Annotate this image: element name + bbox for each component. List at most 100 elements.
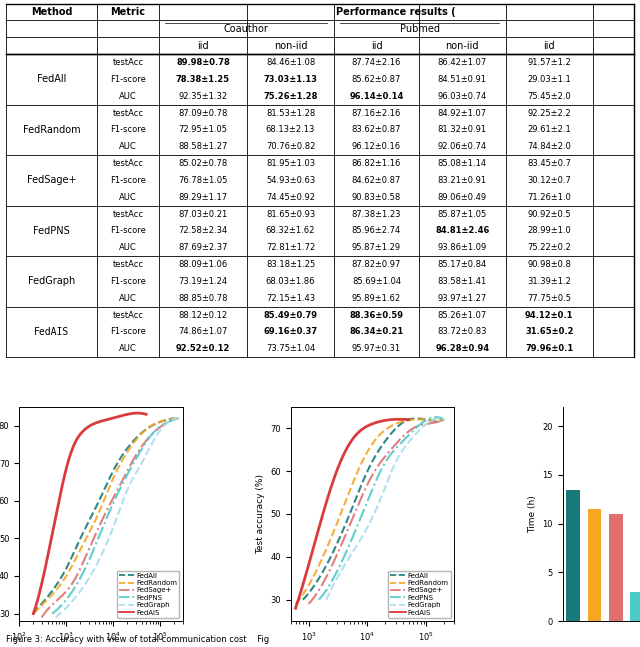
Text: 70.76±0.82: 70.76±0.82	[266, 142, 316, 151]
Text: testAcc: testAcc	[113, 311, 143, 320]
Text: 95.89±1.62: 95.89±1.62	[352, 294, 401, 303]
Text: Method: Method	[31, 7, 72, 17]
Text: 92.52±0.12: 92.52±0.12	[176, 344, 230, 353]
Text: 96.28±0.94: 96.28±0.94	[435, 344, 490, 353]
Text: 92.06±0.74: 92.06±0.74	[438, 142, 487, 151]
Text: 79.96±0.1: 79.96±0.1	[525, 344, 573, 353]
Text: 92.25±2.2: 92.25±2.2	[527, 109, 571, 118]
Text: 31.65±0.2: 31.65±0.2	[525, 327, 573, 336]
Text: 86.42±1.07: 86.42±1.07	[438, 58, 487, 67]
Text: 85.87±1.05: 85.87±1.05	[438, 210, 487, 219]
Text: 84.92±1.07: 84.92±1.07	[438, 109, 487, 118]
Text: 96.12±0.16: 96.12±0.16	[352, 142, 401, 151]
Y-axis label: Test accuracy (%): Test accuracy (%)	[256, 474, 265, 554]
Text: iid: iid	[197, 41, 209, 50]
Text: F1-score: F1-score	[110, 126, 146, 135]
Text: 85.49±0.79: 85.49±0.79	[264, 311, 317, 320]
Text: FedAll: FedAll	[37, 74, 67, 84]
Text: 85.02±0.78: 85.02±0.78	[179, 159, 228, 168]
Text: 28.99±1.0: 28.99±1.0	[527, 226, 571, 236]
Text: 87.69±2.37: 87.69±2.37	[179, 243, 228, 252]
Text: iid: iid	[543, 41, 555, 50]
Text: 88.09±1.06: 88.09±1.06	[179, 260, 228, 269]
Text: testAcc: testAcc	[113, 159, 143, 168]
Text: FedPNS: FedPNS	[33, 226, 70, 236]
Text: 81.95±1.03: 81.95±1.03	[266, 159, 315, 168]
Text: 73.19±1.24: 73.19±1.24	[179, 277, 228, 286]
Text: 72.15±1.43: 72.15±1.43	[266, 294, 315, 303]
Y-axis label: Time (h): Time (h)	[528, 495, 537, 533]
Text: 81.32±0.91: 81.32±0.91	[438, 126, 487, 135]
Text: 90.92±0.5: 90.92±0.5	[527, 210, 571, 219]
Text: Performance results (: Performance results (	[337, 7, 456, 17]
Text: 85.69±1.04: 85.69±1.04	[352, 277, 401, 286]
Text: FedRandom: FedRandom	[23, 125, 81, 135]
Text: 87.03±0.21: 87.03±0.21	[179, 210, 228, 219]
Text: 93.97±1.27: 93.97±1.27	[438, 294, 487, 303]
Text: 89.06±0.49: 89.06±0.49	[438, 193, 487, 202]
Text: 29.03±1.1: 29.03±1.1	[527, 75, 571, 84]
Text: FedAIS: FedAIS	[35, 327, 70, 337]
Text: AUC: AUC	[119, 193, 137, 202]
Text: 94.12±0.1: 94.12±0.1	[525, 311, 573, 320]
Text: 75.26±1.28: 75.26±1.28	[263, 92, 317, 101]
Text: 76.78±1.05: 76.78±1.05	[179, 176, 228, 185]
Text: testAcc: testAcc	[113, 260, 143, 269]
Text: F1-score: F1-score	[110, 75, 146, 84]
Text: 30.12±0.7: 30.12±0.7	[527, 176, 571, 185]
Bar	[609, 514, 623, 621]
Text: 78.38±1.25: 78.38±1.25	[176, 75, 230, 84]
Text: testAcc: testAcc	[113, 109, 143, 118]
Text: FedGraph: FedGraph	[28, 276, 76, 287]
Text: AUC: AUC	[119, 294, 137, 303]
Text: 73.75±1.04: 73.75±1.04	[266, 344, 315, 353]
Text: 75.22±0.2: 75.22±0.2	[527, 243, 571, 252]
Text: AUC: AUC	[119, 142, 137, 151]
Text: 83.62±0.87: 83.62±0.87	[352, 126, 401, 135]
Text: 68.32±1.62: 68.32±1.62	[266, 226, 316, 236]
Text: 74.45±0.92: 74.45±0.92	[266, 193, 315, 202]
Text: non-iid: non-iid	[274, 41, 307, 50]
Text: 92.35±1.32: 92.35±1.32	[179, 92, 228, 101]
Text: 88.36±0.59: 88.36±0.59	[349, 311, 403, 320]
Text: 96.03±0.74: 96.03±0.74	[438, 92, 487, 101]
Text: 87.74±2.16: 87.74±2.16	[352, 58, 401, 67]
Text: 88.12±0.12: 88.12±0.12	[179, 311, 228, 320]
Text: AUC: AUC	[119, 92, 137, 101]
Text: 29.61±2.1: 29.61±2.1	[527, 126, 571, 135]
Text: AUC: AUC	[119, 243, 137, 252]
Text: 83.45±0.7: 83.45±0.7	[527, 159, 572, 168]
Bar	[630, 592, 640, 621]
Text: 75.45±2.0: 75.45±2.0	[527, 92, 571, 101]
Text: 85.62±0.87: 85.62±0.87	[352, 75, 401, 84]
Text: 87.82±0.97: 87.82±0.97	[352, 260, 401, 269]
Text: 84.46±1.08: 84.46±1.08	[266, 58, 315, 67]
Text: 31.39±1.2: 31.39±1.2	[527, 277, 571, 286]
Text: 84.81±2.46: 84.81±2.46	[435, 226, 490, 236]
Text: 86.82±1.16: 86.82±1.16	[352, 159, 401, 168]
Text: 72.58±2.34: 72.58±2.34	[179, 226, 228, 236]
Text: 87.09±0.78: 87.09±0.78	[179, 109, 228, 118]
Text: iid: iid	[371, 41, 382, 50]
Text: 83.21±0.91: 83.21±0.91	[438, 176, 487, 185]
Text: 90.98±0.8: 90.98±0.8	[527, 260, 571, 269]
Text: 83.58±1.41: 83.58±1.41	[438, 277, 487, 286]
Text: non-iid: non-iid	[445, 41, 479, 50]
Text: 69.16±0.37: 69.16±0.37	[264, 327, 317, 336]
Text: 68.03±1.86: 68.03±1.86	[266, 277, 316, 286]
Text: 83.18±1.25: 83.18±1.25	[266, 260, 315, 269]
Text: 87.16±2.16: 87.16±2.16	[352, 109, 401, 118]
Text: Pubmed: Pubmed	[400, 24, 440, 34]
Text: F1-score: F1-score	[110, 176, 146, 185]
Text: testAcc: testAcc	[113, 210, 143, 219]
Text: 85.17±0.84: 85.17±0.84	[438, 260, 487, 269]
Text: 81.65±0.93: 81.65±0.93	[266, 210, 315, 219]
Text: 89.98±0.78: 89.98±0.78	[176, 58, 230, 67]
Bar	[588, 509, 602, 621]
Text: 88.58±1.27: 88.58±1.27	[179, 142, 228, 151]
Text: 74.86±1.07: 74.86±1.07	[179, 327, 228, 336]
Text: F1-score: F1-score	[110, 277, 146, 286]
Text: AUC: AUC	[119, 344, 137, 353]
Text: 71.26±1.0: 71.26±1.0	[527, 193, 571, 202]
Text: 83.72±0.83: 83.72±0.83	[438, 327, 487, 336]
